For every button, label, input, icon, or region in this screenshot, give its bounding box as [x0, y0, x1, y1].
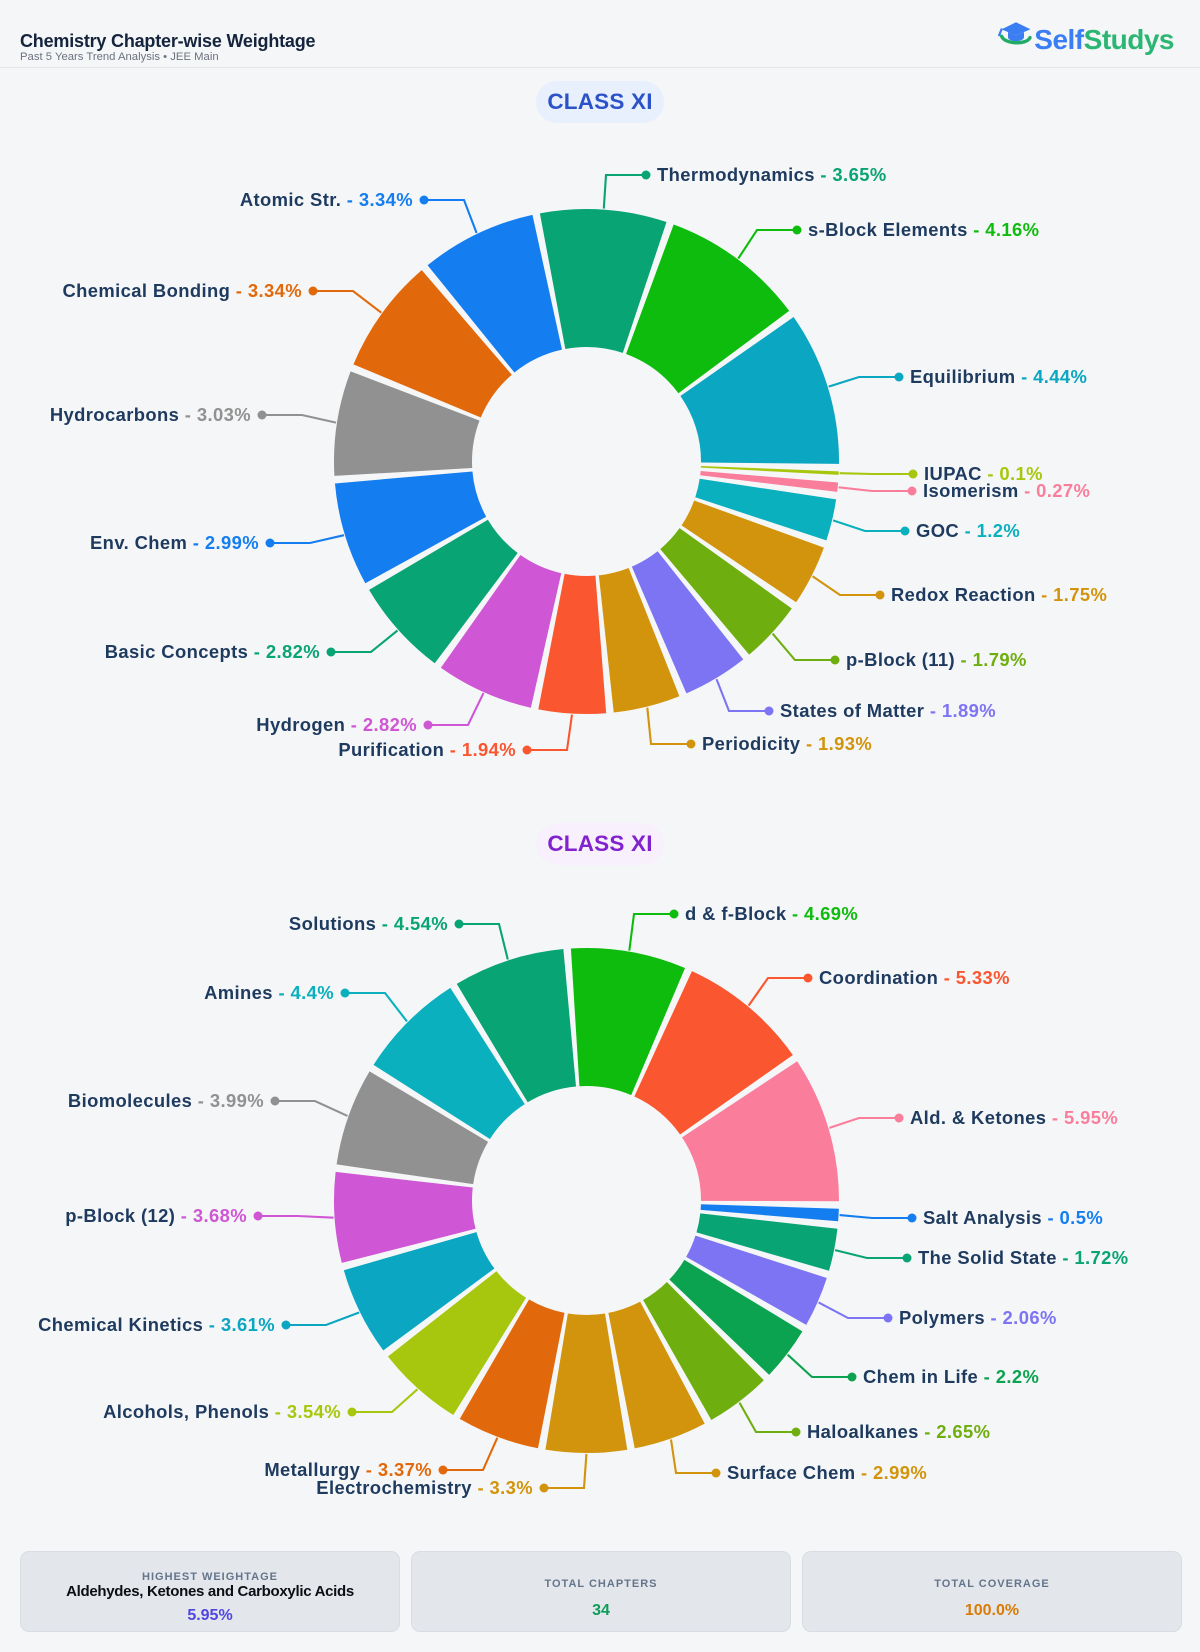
svg-text:Atomic Str. - 3.34%: Atomic Str. - 3.34% [240, 189, 413, 210]
svg-text:Periodicity - 1.93%: Periodicity - 1.93% [702, 733, 872, 754]
svg-text:Salt Analysis - 0.5%: Salt Analysis - 0.5% [923, 1207, 1103, 1228]
svg-text:The Solid State - 1.72%: The Solid State - 1.72% [918, 1247, 1129, 1268]
svg-text:Hydrocarbons - 3.03%: Hydrocarbons - 3.03% [50, 404, 251, 425]
svg-text:p-Block (11) - 1.79%: p-Block (11) - 1.79% [846, 649, 1027, 670]
svg-text:Purification - 1.94%: Purification - 1.94% [338, 739, 516, 760]
svg-text:Thermodynamics - 3.65%: Thermodynamics - 3.65% [657, 164, 887, 185]
svg-text:Isomerism - 0.27%: Isomerism - 0.27% [923, 480, 1090, 501]
svg-text:Chemical Bonding - 3.34%: Chemical Bonding - 3.34% [62, 280, 302, 301]
svg-text:Amines - 4.4%: Amines - 4.4% [204, 982, 334, 1003]
svg-text:Env. Chem - 2.99%: Env. Chem - 2.99% [90, 532, 259, 553]
svg-text:IUPAC - 0.1%: IUPAC - 0.1% [924, 463, 1043, 484]
svg-text:Ald. & Ketones - 5.95%: Ald. & Ketones - 5.95% [910, 1107, 1118, 1128]
svg-text:Alcohols, Phenols - 3.54%: Alcohols, Phenols - 3.54% [103, 1401, 341, 1422]
svg-text:Basic Concepts - 2.82%: Basic Concepts - 2.82% [105, 641, 320, 662]
svg-text:s-Block Elements - 4.16%: s-Block Elements - 4.16% [808, 219, 1039, 240]
svg-text:GOC - 1.2%: GOC - 1.2% [916, 520, 1020, 541]
svg-text:Equilibrium - 4.44%: Equilibrium - 4.44% [910, 366, 1087, 387]
svg-text:d & f-Block - 4.69%: d & f-Block - 4.69% [685, 903, 858, 924]
svg-text:Polymers - 2.06%: Polymers - 2.06% [899, 1307, 1057, 1328]
svg-text:Haloalkanes - 2.65%: Haloalkanes - 2.65% [807, 1421, 990, 1442]
svg-text:Hydrogen - 2.82%: Hydrogen - 2.82% [256, 714, 417, 735]
svg-text:Chem in Life - 2.2%: Chem in Life - 2.2% [863, 1366, 1039, 1387]
svg-text:Coordination - 5.33%: Coordination - 5.33% [819, 967, 1010, 988]
svg-text:Solutions - 4.54%: Solutions - 4.54% [289, 913, 448, 934]
svg-text:Redox Reaction - 1.75%: Redox Reaction - 1.75% [891, 584, 1107, 605]
svg-text:Biomolecules - 3.99%: Biomolecules - 3.99% [68, 1090, 264, 1111]
svg-text:Electrochemistry - 3.3%: Electrochemistry - 3.3% [316, 1477, 533, 1498]
svg-text:Metallurgy - 3.37%: Metallurgy - 3.37% [264, 1459, 432, 1480]
svg-text:States of Matter - 1.89%: States of Matter - 1.89% [780, 700, 996, 721]
svg-text:Surface Chem - 2.99%: Surface Chem - 2.99% [727, 1462, 927, 1483]
svg-text:Chemical Kinetics - 3.61%: Chemical Kinetics - 3.61% [38, 1314, 275, 1335]
svg-text:p-Block (12) - 3.68%: p-Block (12) - 3.68% [65, 1205, 247, 1226]
